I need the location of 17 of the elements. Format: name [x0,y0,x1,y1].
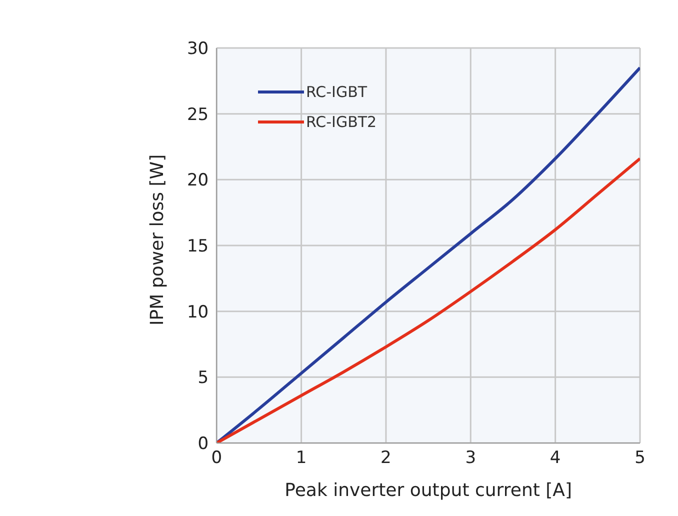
y-axis-title: IPM power loss [W] [147,154,168,326]
x-tick-label: 2 [380,448,392,468]
legend-label: RC-IGBT [306,83,368,101]
x-axis-title: Peak inverter output current [A] [284,480,572,501]
y-tick-label: 25 [186,104,209,125]
y-tick-label: 10 [186,302,209,322]
y-tick-label: 15 [186,236,209,257]
y-tick-label: 30 [186,39,209,60]
legend-label: RC-IGBT2 [306,113,377,131]
x-tick-label: 3 [465,448,476,468]
y-tick-label: 20 [186,170,209,191]
x-tick-label: 0 [211,448,222,468]
x-tick-label: 4 [550,448,561,468]
x-tick-label: 5 [634,448,646,468]
x-tick-label: 1 [296,448,307,468]
y-tick-label: 0 [198,434,209,454]
y-tick-label: 5 [198,368,209,388]
